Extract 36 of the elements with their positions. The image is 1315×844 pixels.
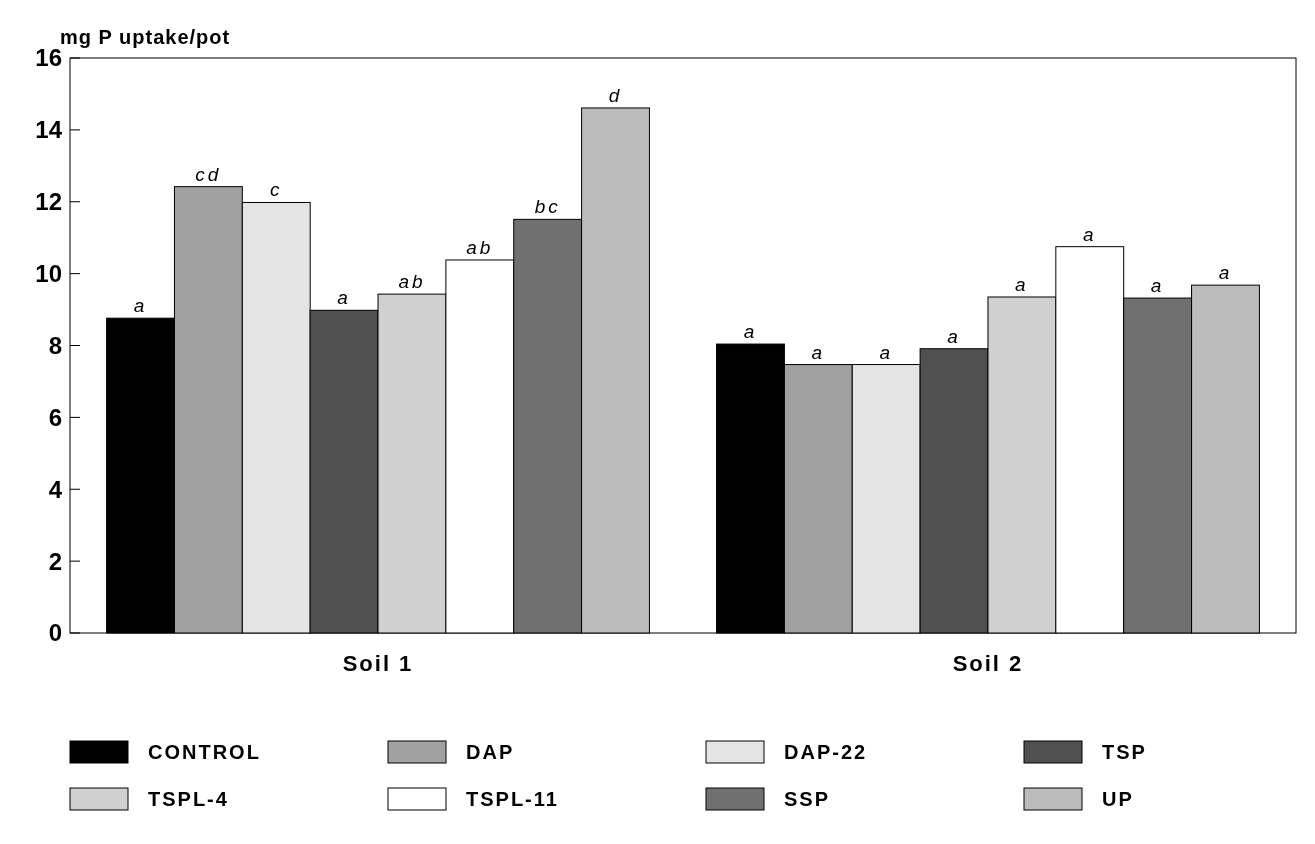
y-axis-title: mg P uptake/pot <box>60 26 231 48</box>
y-tick-label: 14 <box>35 116 63 144</box>
y-tick-label: 2 <box>48 547 62 575</box>
legend-label: CONTROL <box>148 741 261 763</box>
y-tick-label: 8 <box>48 331 62 359</box>
y-tick-label: 4 <box>48 475 63 503</box>
data-label: a <box>1150 275 1165 297</box>
data-label: ab <box>398 271 426 293</box>
y-tick-label: 16 <box>35 44 62 72</box>
legend-label: DAP-22 <box>784 741 868 763</box>
data-label: d <box>608 84 623 106</box>
x-tick-label: Soil 1 <box>342 651 414 676</box>
y-tick-label: 6 <box>48 403 62 431</box>
legend-label: DAP <box>466 741 515 763</box>
x-tick-label: Soil 2 <box>952 651 1024 676</box>
data-label: a <box>337 287 351 309</box>
legend-label: TSPL-11 <box>466 788 559 810</box>
legend-label: UP <box>1102 788 1134 810</box>
data-label: a <box>1218 262 1233 284</box>
data-label: a <box>133 295 148 317</box>
legend-label: SSP <box>784 788 831 810</box>
data-label: a <box>947 325 961 347</box>
y-tick-label: 0 <box>48 619 62 647</box>
data-label: cd <box>195 163 222 185</box>
data-label: a <box>1082 223 1097 245</box>
data-label: c <box>269 179 283 201</box>
data-label: a <box>1015 273 1029 295</box>
y-tick-label: 12 <box>35 188 62 216</box>
data-label: a <box>743 321 758 343</box>
data-label: a <box>879 341 893 363</box>
data-label: ab <box>466 236 494 258</box>
data-label: a <box>811 341 826 363</box>
data-label: bc <box>534 196 561 218</box>
legend-label: TSP <box>1102 741 1147 763</box>
y-tick-label: 10 <box>35 260 62 288</box>
legend-label: TSPL-4 <box>148 788 229 810</box>
